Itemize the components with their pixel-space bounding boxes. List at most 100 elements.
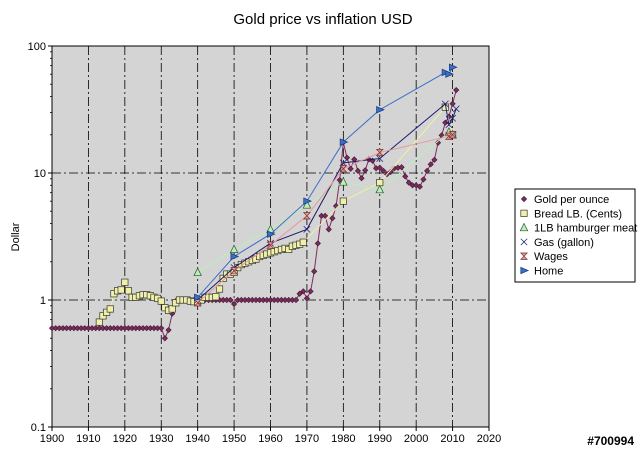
data-point — [441, 100, 449, 108]
data-point — [230, 252, 240, 261]
data-point — [296, 290, 303, 297]
data-point — [299, 238, 307, 246]
data-point — [322, 212, 329, 219]
data-point — [212, 293, 220, 301]
legend-marker — [520, 195, 528, 203]
legend: Gold per ounce Bread LB. (Cents) 1LB hambu… — [514, 188, 637, 283]
series-line — [197, 134, 453, 304]
x-tick-label: 1970 — [295, 433, 319, 445]
data-point — [307, 288, 314, 295]
data-point — [229, 244, 239, 254]
data-point — [405, 179, 412, 186]
data-point — [449, 114, 457, 122]
data-point — [325, 226, 332, 233]
data-point — [339, 138, 349, 146]
data-point — [449, 63, 458, 72]
data-point — [106, 305, 114, 313]
data-point — [452, 105, 460, 113]
data-point — [292, 296, 300, 304]
data-point — [168, 305, 176, 313]
legend-entry: Bread LB. (Cents) — [534, 208, 622, 220]
y-tick-label: 100 — [28, 41, 46, 53]
x-tick-label: 1940 — [185, 433, 209, 445]
x-axis: 1900 1910 1920 1930 1940 1950 1960 1970 1980 1990… — [40, 427, 501, 445]
data-point — [302, 212, 311, 220]
data-point — [339, 176, 348, 186]
x-tick-label: 1980 — [331, 433, 355, 445]
y-tick-label: 0.1 — [31, 422, 46, 434]
data-point — [161, 335, 168, 342]
data-point — [445, 121, 453, 129]
legend-entry: Gas (gallon) — [534, 237, 594, 249]
data-point — [375, 148, 384, 157]
data-point — [157, 297, 165, 305]
x-tick-label: 2020 — [477, 433, 501, 445]
data-point — [193, 299, 202, 307]
legend-box — [514, 188, 636, 283]
data-point — [423, 167, 431, 174]
data-point — [376, 164, 383, 171]
data-point — [311, 268, 318, 275]
x-tick-label: 1900 — [40, 433, 64, 445]
data-point — [215, 285, 224, 293]
data-point — [343, 154, 351, 161]
data-point — [339, 165, 348, 173]
series-layer — [48, 63, 460, 342]
data-point — [302, 199, 312, 209]
data-point — [336, 176, 343, 184]
data-point — [347, 165, 354, 172]
data-point — [219, 274, 227, 282]
chart-title: Gold price vs inflation USD — [233, 11, 412, 28]
y-axis-label: Dollar — [10, 222, 22, 251]
legend-entry: Home — [534, 266, 563, 278]
legend-entry: Wages — [534, 251, 568, 263]
legend-marker — [520, 238, 528, 246]
data-point — [362, 167, 369, 174]
data-point — [376, 105, 385, 114]
data-point — [449, 100, 456, 107]
x-tick-label: 1950 — [222, 433, 246, 445]
data-point — [398, 164, 405, 171]
data-point — [266, 230, 276, 238]
data-point — [266, 241, 275, 249]
data-point — [117, 286, 125, 294]
legend-marker — [520, 266, 530, 275]
data-point — [402, 173, 409, 180]
legend-entry: 1LB hamburger meat — [534, 223, 637, 235]
data-point — [375, 184, 385, 194]
data-point — [300, 288, 307, 295]
x-tick-label: 1990 — [368, 433, 392, 445]
legend-marker — [519, 252, 529, 260]
y-tick-label: 1 — [40, 295, 46, 307]
x-tick-label: 2000 — [404, 433, 428, 445]
series-2 — [193, 127, 457, 276]
legend-marker — [519, 222, 529, 232]
series-line — [197, 131, 453, 273]
series-5 — [194, 63, 458, 302]
legend-entry: Gold per ounce — [534, 194, 609, 206]
data-point — [303, 295, 311, 302]
data-point — [121, 278, 129, 286]
x-tick-label: 1920 — [113, 433, 137, 445]
x-tick-label: 1930 — [149, 433, 173, 445]
data-point — [314, 240, 321, 247]
data-point — [303, 225, 311, 233]
data-point — [303, 197, 312, 205]
data-point — [442, 119, 449, 126]
x-tick-label: 1960 — [258, 433, 282, 445]
legend-marker — [520, 209, 528, 217]
y-tick-label: 10 — [34, 168, 46, 180]
data-point — [416, 183, 423, 190]
series-1 — [95, 103, 457, 326]
data-point — [420, 176, 427, 183]
data-point — [193, 267, 202, 276]
data-point — [453, 86, 460, 94]
data-point — [194, 293, 203, 302]
data-point — [165, 326, 172, 334]
watermark: #700994 — [587, 434, 634, 448]
data-point — [445, 70, 455, 78]
data-point — [413, 182, 420, 189]
data-point — [230, 267, 239, 275]
x-tick-label: 2010 — [440, 433, 464, 445]
